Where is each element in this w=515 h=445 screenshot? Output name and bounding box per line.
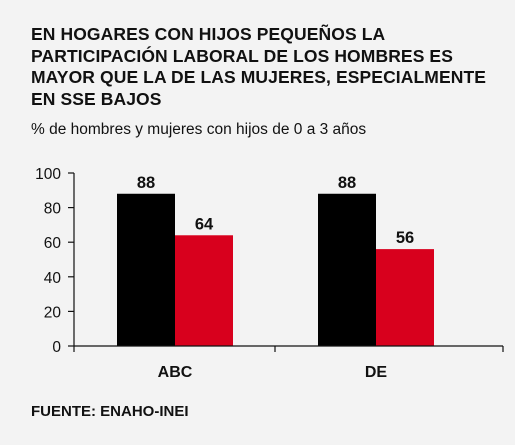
chart-title-line: EN HOGARES CON HIJOS PEQUEÑOS LA — [31, 24, 386, 44]
data-label: 64 — [195, 215, 214, 233]
bar-de-series-1 — [318, 193, 376, 346]
bar-abc-series-2 — [175, 235, 233, 346]
bar-abc-series-1 — [117, 193, 175, 346]
y-tick-label: 100 — [35, 166, 61, 183]
source-note: FUENTE: ENAHO-INEI — [31, 403, 189, 420]
data-label: 56 — [396, 229, 414, 247]
chart-title-line: PARTICIPACIÓN LABORAL DE LOS HOMBRES ES — [31, 45, 453, 66]
data-label: 88 — [137, 174, 155, 192]
y-tick-label: 0 — [52, 339, 61, 356]
y-tick-label: 20 — [44, 304, 62, 321]
chart-title: EN HOGARES CON HIJOS PEQUEÑOS LA PARTICI… — [31, 24, 501, 110]
chart-subtitle: % de hombres y mujeres con hijos de 0 a … — [31, 121, 367, 138]
y-tick-label: 80 — [44, 201, 62, 218]
x-tick-label: DE — [365, 364, 388, 381]
chart-title-line: MAYOR QUE LA DE LAS MUJERES, ESPECIALMEN… — [31, 67, 487, 87]
chart-title-line: EN SSE BAJOS — [31, 88, 162, 109]
y-tick-label: 60 — [44, 235, 62, 252]
x-tick-label: ABC — [158, 364, 193, 381]
data-label: 88 — [338, 174, 356, 192]
y-tick-label: 40 — [44, 270, 62, 287]
bar-de-series-2 — [376, 249, 434, 346]
